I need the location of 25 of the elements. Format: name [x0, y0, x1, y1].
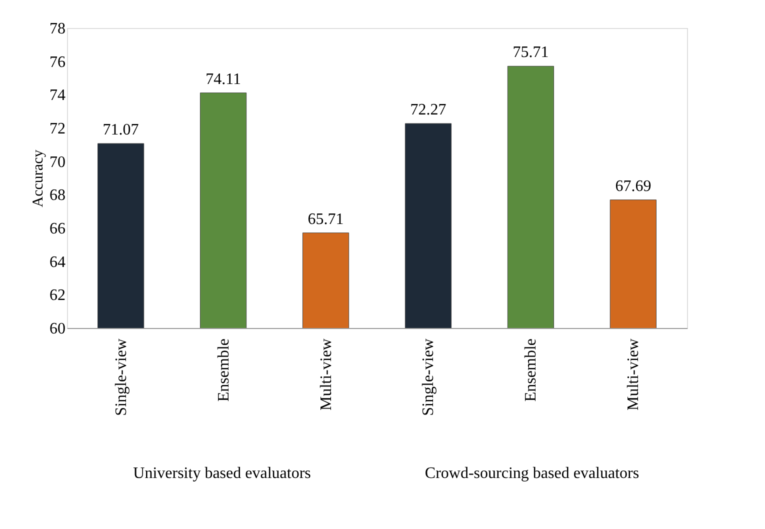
y-tick-label: 64 [50, 254, 66, 271]
data-label: 72.27 [410, 102, 446, 118]
y-tick-label: 72 [50, 120, 66, 138]
y-tick-label: 76 [50, 54, 66, 71]
x-tick-label: Multi-view [625, 338, 642, 410]
y-tick-label: 68 [50, 187, 66, 204]
data-label: 71.07 [102, 122, 139, 138]
data-label: 74.11 [206, 70, 241, 88]
y-axis-title: Accuracy [30, 149, 46, 208]
y-tick-label: 74 [50, 87, 66, 104]
data-label: 67.69 [615, 178, 652, 195]
y-tick-label: 62 [50, 287, 66, 304]
text: Crowd-sourcing based evaluators [424, 465, 640, 482]
y-tick-label: 70 [50, 154, 66, 171]
x-tick-label: Ensemble [215, 338, 232, 402]
x-tick-label: Single-view [112, 338, 130, 416]
data-label: 65.71 [308, 210, 344, 228]
x-tick-label: Multi-view [318, 338, 335, 410]
y-tick-label: 66 [50, 220, 66, 238]
y-tick-label: 60 [50, 320, 66, 338]
x-tick-label: Single-view [420, 338, 438, 416]
data-label: 75.71 [512, 44, 549, 62]
text: University based evaluators [133, 465, 311, 482]
x-tick-label: Ensemble [522, 338, 540, 402]
y-tick-label: 78 [50, 20, 66, 38]
